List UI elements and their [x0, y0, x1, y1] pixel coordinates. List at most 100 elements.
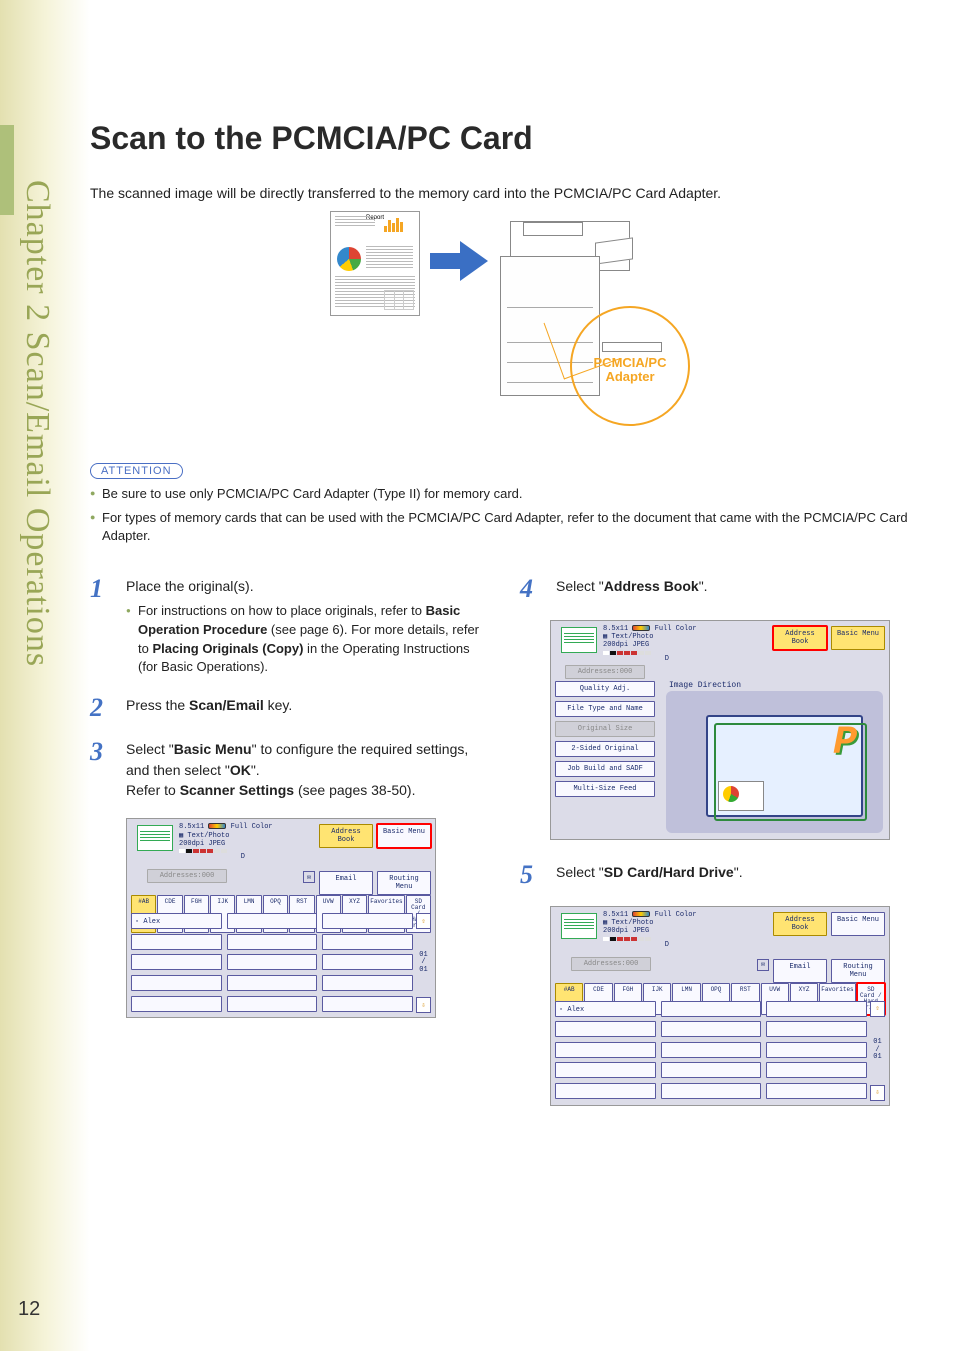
address-entry[interactable] [555, 1083, 656, 1099]
mail-icon: ✉ [757, 959, 769, 971]
address-entry[interactable] [766, 1042, 867, 1058]
address-book-button[interactable]: Address Book [773, 626, 827, 650]
pie-chart-icon [337, 247, 361, 271]
page-count: 01 / 01 [873, 1039, 881, 1062]
step-text: Select "Basic Menu" to configure the req… [126, 739, 480, 800]
address-entry[interactable] [661, 1083, 762, 1099]
address-entry[interactable] [661, 1062, 762, 1078]
basic-menu-button[interactable]: Basic Menu [831, 626, 885, 650]
routing-menu-button[interactable]: Routing Menu [377, 871, 431, 895]
step-number: 5 [520, 862, 556, 888]
status-readout: 8.5x11 Full Color ▦ Text/Photo 200dpi JP… [603, 625, 697, 655]
settings-menu-item[interactable]: Quality Adj. [555, 681, 655, 697]
doc-thumbnail-icon [718, 781, 764, 811]
address-entry[interactable] [322, 996, 413, 1012]
step-2: 2 Press the Scan/Email key. [90, 695, 480, 721]
address-entry[interactable]: ▫ Alex [131, 913, 222, 929]
status-readout: 8.5x11 Full Color ▦ Text/Photo 200dpi JP… [603, 911, 697, 941]
intro-text: The scanned image will be directly trans… [90, 185, 910, 201]
preview-thumb-icon [561, 913, 597, 939]
scroll-up-button[interactable]: ⇧ [870, 1001, 885, 1017]
address-entry[interactable] [555, 1042, 656, 1058]
address-entry[interactable] [322, 954, 413, 970]
address-list: ▫ Alex [131, 913, 413, 1013]
addresses-button[interactable]: Addresses:000 [571, 957, 651, 971]
step-subtext: For instructions on how to place origina… [138, 602, 480, 677]
table-icon [384, 290, 414, 310]
address-entry[interactable] [227, 913, 318, 929]
address-entry[interactable] [661, 1042, 762, 1058]
right-column: 4 Select "Address Book". 8.5x11 Full Col… [520, 576, 910, 1106]
routing-menu-button[interactable]: Routing Menu [831, 959, 885, 983]
address-entry[interactable]: ▫ Alex [555, 1001, 656, 1017]
scroll-down-button[interactable]: ⇩ [416, 997, 431, 1013]
settings-menu-item[interactable]: Multi-Size Feed [555, 781, 655, 797]
step-text: Select "Address Book". [556, 576, 910, 602]
address-entry[interactable] [661, 1021, 762, 1037]
basic-menu-button[interactable]: Basic Menu [831, 912, 885, 936]
email-button[interactable]: Email [773, 959, 827, 983]
settings-menu-item[interactable]: 2-Sided Original [555, 741, 655, 757]
addresses-button[interactable]: Addresses:000 [565, 665, 645, 679]
preview-thumb-icon [137, 825, 173, 851]
address-entry[interactable] [131, 934, 222, 950]
screenshot-sd-card: 8.5x11 Full Color ▦ Text/Photo 200dpi JP… [550, 906, 890, 1106]
attention-item: Be sure to use only PCMCIA/PC Card Adapt… [90, 485, 910, 503]
address-entry[interactable] [766, 1083, 867, 1099]
address-list: ▫ Alex [555, 1001, 867, 1101]
step-number: 3 [90, 739, 126, 800]
step-4: 4 Select "Address Book". [520, 576, 910, 602]
scroll-up-button[interactable]: ⇧ [416, 913, 431, 929]
address-entry[interactable] [322, 934, 413, 950]
callout-label: PCMCIA/PC Adapter [572, 356, 688, 385]
attention-list: Be sure to use only PCMCIA/PC Card Adapt… [90, 485, 910, 546]
step-text: Press the Scan/Email key. [126, 695, 480, 721]
mail-icon: ✉ [303, 871, 315, 883]
step-number: 1 [90, 576, 126, 678]
address-entry[interactable] [766, 1062, 867, 1078]
chapter-tab [0, 125, 14, 215]
step-number: 2 [90, 695, 126, 721]
address-entry[interactable] [766, 1001, 867, 1017]
address-entry[interactable] [322, 975, 413, 991]
content-area: Scan to the PCMCIA/PC Card The scanned i… [90, 120, 910, 1106]
page-count: 01 / 01 [419, 952, 427, 975]
attention-label: ATTENTION [90, 463, 183, 479]
address-book-button[interactable]: Address Book [773, 912, 827, 936]
step-5: 5 Select "SD Card/Hard Drive". [520, 862, 910, 888]
settings-menu: Quality Adj. File Type and Name Original S… [555, 681, 655, 797]
step-number: 4 [520, 576, 556, 602]
status-readout: 8.5x11 Full Color ▦ Text/Photo 200dpi JP… [179, 823, 273, 853]
scroll-down-button[interactable]: ⇩ [870, 1085, 885, 1101]
address-entry[interactable] [131, 954, 222, 970]
address-entry[interactable] [766, 1021, 867, 1037]
settings-menu-item[interactable]: Job Build and SADF [555, 761, 655, 777]
slot-icon [602, 342, 662, 352]
address-entry[interactable] [555, 1062, 656, 1078]
bar-chart-icon [384, 218, 414, 238]
settings-menu-item[interactable]: Original Size [555, 721, 655, 737]
address-entry[interactable] [131, 975, 222, 991]
step-text: Place the original(s). [126, 578, 254, 594]
basic-menu-button[interactable]: Basic Menu [377, 824, 431, 848]
step-1: 1 Place the original(s). For instruction… [90, 576, 480, 678]
address-entry[interactable] [227, 996, 318, 1012]
transfer-diagram: Report PCMCIA/PC Adapter [320, 211, 680, 431]
page-number: 12 [18, 1298, 40, 1321]
address-entry[interactable] [131, 996, 222, 1012]
step-3: 3 Select "Basic Menu" to configure the r… [90, 739, 480, 800]
address-entry[interactable] [227, 954, 318, 970]
attention-item: For types of memory cards that can be us… [90, 509, 910, 545]
address-entry[interactable] [227, 975, 318, 991]
address-entry[interactable] [322, 913, 413, 929]
p-logo-icon: P [833, 721, 857, 766]
page-title: Scan to the PCMCIA/PC Card [90, 120, 910, 157]
arrow-icon [430, 241, 490, 281]
addresses-button[interactable]: Addresses:000 [147, 869, 227, 883]
settings-menu-item[interactable]: File Type and Name [555, 701, 655, 717]
address-book-button[interactable]: Address Book [319, 824, 373, 848]
address-entry[interactable] [661, 1001, 762, 1017]
address-entry[interactable] [227, 934, 318, 950]
email-button[interactable]: Email [319, 871, 373, 895]
address-entry[interactable] [555, 1021, 656, 1037]
